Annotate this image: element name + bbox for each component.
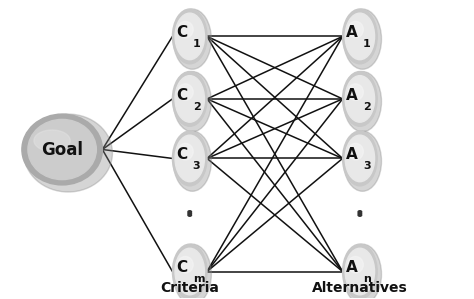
Ellipse shape bbox=[178, 257, 193, 273]
Ellipse shape bbox=[22, 114, 102, 185]
Text: 3: 3 bbox=[363, 161, 371, 171]
Ellipse shape bbox=[24, 114, 112, 192]
Text: Goal: Goal bbox=[41, 141, 83, 158]
Ellipse shape bbox=[178, 143, 193, 160]
Circle shape bbox=[188, 211, 191, 213]
Text: C: C bbox=[176, 88, 187, 103]
Ellipse shape bbox=[175, 135, 204, 182]
Ellipse shape bbox=[173, 71, 207, 126]
Ellipse shape bbox=[34, 130, 70, 151]
Ellipse shape bbox=[345, 135, 374, 182]
Ellipse shape bbox=[344, 71, 382, 132]
Text: A: A bbox=[346, 260, 357, 275]
Circle shape bbox=[358, 212, 362, 215]
Ellipse shape bbox=[343, 131, 377, 186]
Ellipse shape bbox=[173, 131, 207, 186]
Ellipse shape bbox=[173, 9, 207, 64]
Text: Criteria: Criteria bbox=[160, 281, 219, 295]
Circle shape bbox=[188, 214, 191, 216]
Ellipse shape bbox=[173, 9, 211, 69]
Ellipse shape bbox=[173, 244, 211, 299]
Ellipse shape bbox=[175, 13, 204, 60]
Ellipse shape bbox=[348, 84, 364, 100]
Text: C: C bbox=[176, 147, 187, 162]
Ellipse shape bbox=[175, 248, 204, 295]
Ellipse shape bbox=[173, 244, 207, 299]
Text: 1: 1 bbox=[193, 39, 201, 49]
Ellipse shape bbox=[345, 248, 374, 295]
Ellipse shape bbox=[28, 119, 96, 180]
Ellipse shape bbox=[344, 9, 382, 69]
Ellipse shape bbox=[178, 84, 193, 100]
Ellipse shape bbox=[343, 9, 377, 64]
Ellipse shape bbox=[348, 257, 364, 273]
Text: m: m bbox=[193, 274, 204, 284]
Ellipse shape bbox=[344, 244, 382, 299]
Text: Alternatives: Alternatives bbox=[312, 281, 408, 295]
Ellipse shape bbox=[175, 76, 204, 122]
Text: n: n bbox=[363, 274, 371, 284]
Circle shape bbox=[358, 211, 362, 213]
Ellipse shape bbox=[345, 13, 374, 60]
Ellipse shape bbox=[348, 143, 364, 160]
Ellipse shape bbox=[173, 71, 211, 132]
Ellipse shape bbox=[178, 21, 193, 38]
Text: A: A bbox=[346, 88, 357, 103]
Circle shape bbox=[188, 212, 191, 215]
Ellipse shape bbox=[343, 244, 377, 299]
Ellipse shape bbox=[345, 76, 374, 122]
Circle shape bbox=[358, 214, 362, 216]
Ellipse shape bbox=[343, 71, 377, 126]
Ellipse shape bbox=[348, 21, 364, 38]
Text: A: A bbox=[346, 147, 357, 162]
Ellipse shape bbox=[173, 131, 211, 191]
Ellipse shape bbox=[344, 131, 382, 191]
Text: A: A bbox=[346, 25, 357, 40]
Text: C: C bbox=[176, 25, 187, 40]
Text: 2: 2 bbox=[193, 102, 201, 112]
Text: 2: 2 bbox=[363, 102, 371, 112]
Text: 3: 3 bbox=[193, 161, 201, 171]
Text: 1: 1 bbox=[363, 39, 371, 49]
Text: C: C bbox=[176, 260, 187, 275]
